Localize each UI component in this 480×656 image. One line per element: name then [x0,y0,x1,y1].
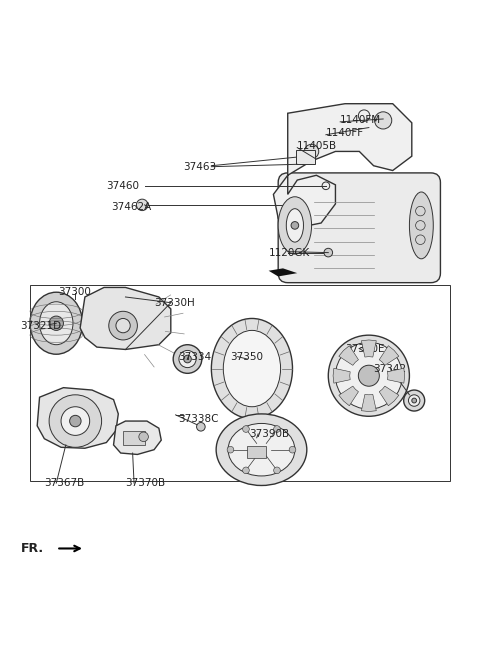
Circle shape [184,355,192,363]
Circle shape [70,415,81,427]
Circle shape [328,335,409,417]
Circle shape [291,222,299,229]
Text: 37338C: 37338C [178,414,218,424]
Ellipse shape [409,192,433,259]
Text: 1140FM: 1140FM [340,115,381,125]
Bar [296,150,315,164]
Circle shape [242,467,249,474]
Circle shape [336,342,402,409]
Text: 11405B: 11405B [297,140,337,151]
Text: 37342: 37342 [373,363,407,373]
Text: 37390B: 37390B [250,429,289,439]
Text: 37321D: 37321D [21,321,61,331]
Text: 37350: 37350 [230,352,264,361]
Circle shape [324,249,333,257]
Circle shape [374,112,392,129]
Circle shape [227,446,234,453]
Circle shape [197,422,205,431]
Circle shape [274,426,280,432]
Polygon shape [274,104,412,228]
Polygon shape [269,268,297,276]
Polygon shape [379,386,399,406]
Circle shape [173,344,202,373]
Text: 37463: 37463 [183,161,216,172]
Circle shape [404,390,425,411]
Circle shape [289,446,296,453]
Text: FR.: FR. [21,542,44,555]
Polygon shape [80,287,171,350]
Text: 37330H: 37330H [154,298,195,308]
Text: 37367B: 37367B [44,478,84,488]
Ellipse shape [211,318,292,419]
Text: 37460: 37460 [107,181,139,191]
Bar [247,446,266,458]
Polygon shape [361,394,376,411]
Polygon shape [379,346,399,365]
Polygon shape [387,368,405,383]
Bar [30,285,450,481]
Circle shape [179,350,196,367]
Text: 1140FF: 1140FF [326,129,364,138]
Circle shape [49,395,102,447]
Ellipse shape [216,414,307,485]
Circle shape [304,144,319,159]
Polygon shape [339,346,359,365]
Text: 37462A: 37462A [111,202,151,212]
Circle shape [61,407,90,436]
Circle shape [412,398,417,403]
Text: 1120GK: 1120GK [269,247,310,258]
Circle shape [49,316,63,331]
Text: 37340E: 37340E [345,344,384,354]
Circle shape [139,432,148,441]
Ellipse shape [39,302,73,344]
Text: 37334: 37334 [178,352,211,361]
Ellipse shape [228,423,295,476]
Ellipse shape [286,209,303,242]
Ellipse shape [30,292,83,354]
Ellipse shape [223,331,281,407]
Bar [123,430,144,445]
Polygon shape [333,368,350,383]
Polygon shape [339,386,359,406]
Circle shape [242,426,249,432]
Circle shape [109,312,137,340]
Circle shape [408,395,420,406]
FancyBboxPatch shape [278,173,441,283]
Polygon shape [37,388,118,448]
Text: 37300: 37300 [59,287,92,297]
Circle shape [274,467,280,474]
Polygon shape [361,340,376,357]
Circle shape [359,365,379,386]
Ellipse shape [278,197,312,254]
Circle shape [136,199,148,211]
Polygon shape [114,421,161,455]
Circle shape [116,318,130,333]
Text: 37370B: 37370B [125,478,166,488]
